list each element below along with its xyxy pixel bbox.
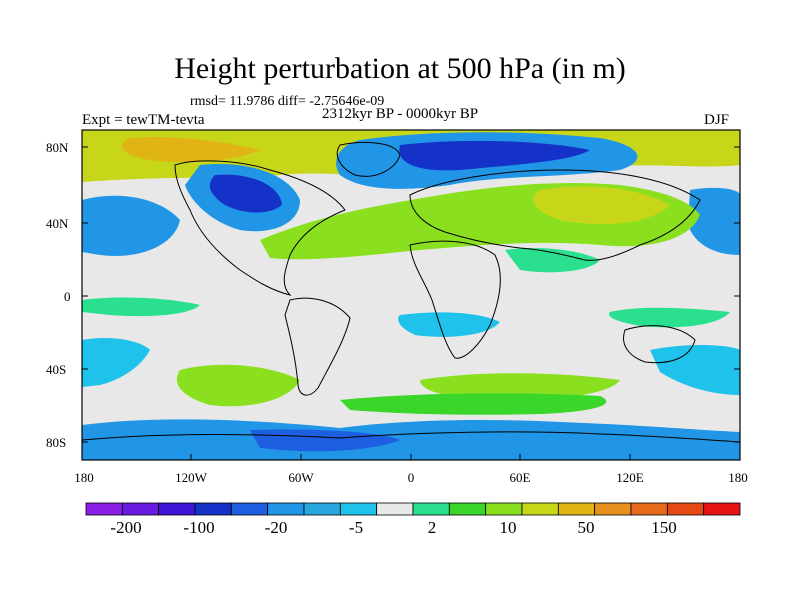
colorbar-swatch xyxy=(376,502,414,516)
tropics-positive-1 xyxy=(82,297,200,317)
colorbar-label: 50 xyxy=(577,518,595,537)
colorbar-swatch xyxy=(85,502,123,516)
colorbar-swatch xyxy=(194,502,232,516)
south-east-negative xyxy=(650,345,740,395)
colorbar-swatch xyxy=(703,502,741,516)
colorbar-swatch xyxy=(303,502,341,516)
colorbar-label: 150 xyxy=(651,518,677,537)
colorbar-swatch xyxy=(448,502,487,516)
south-positive-band xyxy=(340,393,607,415)
greenland-coast xyxy=(336,141,401,177)
antarctic-negative xyxy=(82,419,740,460)
colorbar-swatch xyxy=(521,502,559,516)
tropics-negative-1 xyxy=(398,312,500,337)
map-title: Height perturbation at 500 hPa (in m) xyxy=(174,52,626,85)
colorbar-swatch xyxy=(594,502,632,516)
colorbar-label: 2 xyxy=(427,518,437,537)
lat-label-40s: 40S xyxy=(46,362,67,377)
south-west-negative xyxy=(82,338,150,387)
stats-label: rmsd= 11.9786 diff= -2.75646e-09 xyxy=(190,94,385,109)
colorbar xyxy=(85,502,741,516)
colorbar-swatch xyxy=(485,502,523,516)
antarctic-core-negative xyxy=(250,429,400,452)
eurasia-core-negative xyxy=(399,140,590,171)
contour-field xyxy=(82,130,740,460)
colorbar-label: -5 xyxy=(348,518,364,537)
north-america-coast xyxy=(174,160,346,296)
lon-label-180e: 180 xyxy=(728,470,748,485)
lat-label-0: 0 xyxy=(64,289,71,304)
arctic-core-positive xyxy=(121,137,260,162)
tick-marks xyxy=(82,146,740,460)
lon-label-60e: 60E xyxy=(509,470,531,485)
lon-label-120e: 120E xyxy=(616,470,644,485)
lat-label-40n: 40N xyxy=(46,216,69,231)
colorbar-swatch xyxy=(158,502,196,516)
colorbar-label: -100 xyxy=(183,518,215,537)
north-pacific-negative xyxy=(82,195,180,256)
colorbar-swatch xyxy=(230,502,269,516)
colorbar-swatch xyxy=(339,502,378,516)
season-label: DJF xyxy=(704,112,730,128)
lon-label-0: 0 xyxy=(407,470,415,485)
lon-label-60w: 60W xyxy=(288,470,314,485)
north-america-core-negative xyxy=(209,174,282,213)
tropics-positive-3 xyxy=(609,307,730,328)
period-label: 2312kyr BP - 0000kyr BP xyxy=(322,106,479,122)
colorbar-label: -200 xyxy=(110,518,142,537)
lat-label-80s: 80S xyxy=(46,435,67,450)
colorbar-label: 10 xyxy=(499,518,517,537)
colorbar-swatch xyxy=(557,502,596,516)
colorbar-swatch xyxy=(666,502,705,516)
tropics-positive-2 xyxy=(505,248,600,273)
africa-coast xyxy=(409,240,501,359)
lon-label-120w: 120W xyxy=(175,470,207,485)
east-pacific-negative xyxy=(688,187,740,255)
south-america-coast xyxy=(284,297,351,396)
coastlines xyxy=(82,141,740,443)
colorbar-swatch xyxy=(121,502,160,516)
colorbar-swatch xyxy=(412,502,450,516)
midlat-positive-core xyxy=(532,186,670,225)
colorbar-swatch xyxy=(630,502,668,516)
australia-coast xyxy=(623,325,696,364)
south-pacific-positive xyxy=(176,364,300,407)
colorbar-label: -20 xyxy=(264,518,288,537)
eurasia-coast xyxy=(409,169,701,261)
colorbar-swatch xyxy=(267,502,305,516)
lon-label-180w: 180 xyxy=(74,470,94,485)
antarctica-coast xyxy=(82,431,740,443)
experiment-label: Expt = tewTM-tevta xyxy=(82,112,205,128)
lat-label-80n: 80N xyxy=(46,140,69,155)
